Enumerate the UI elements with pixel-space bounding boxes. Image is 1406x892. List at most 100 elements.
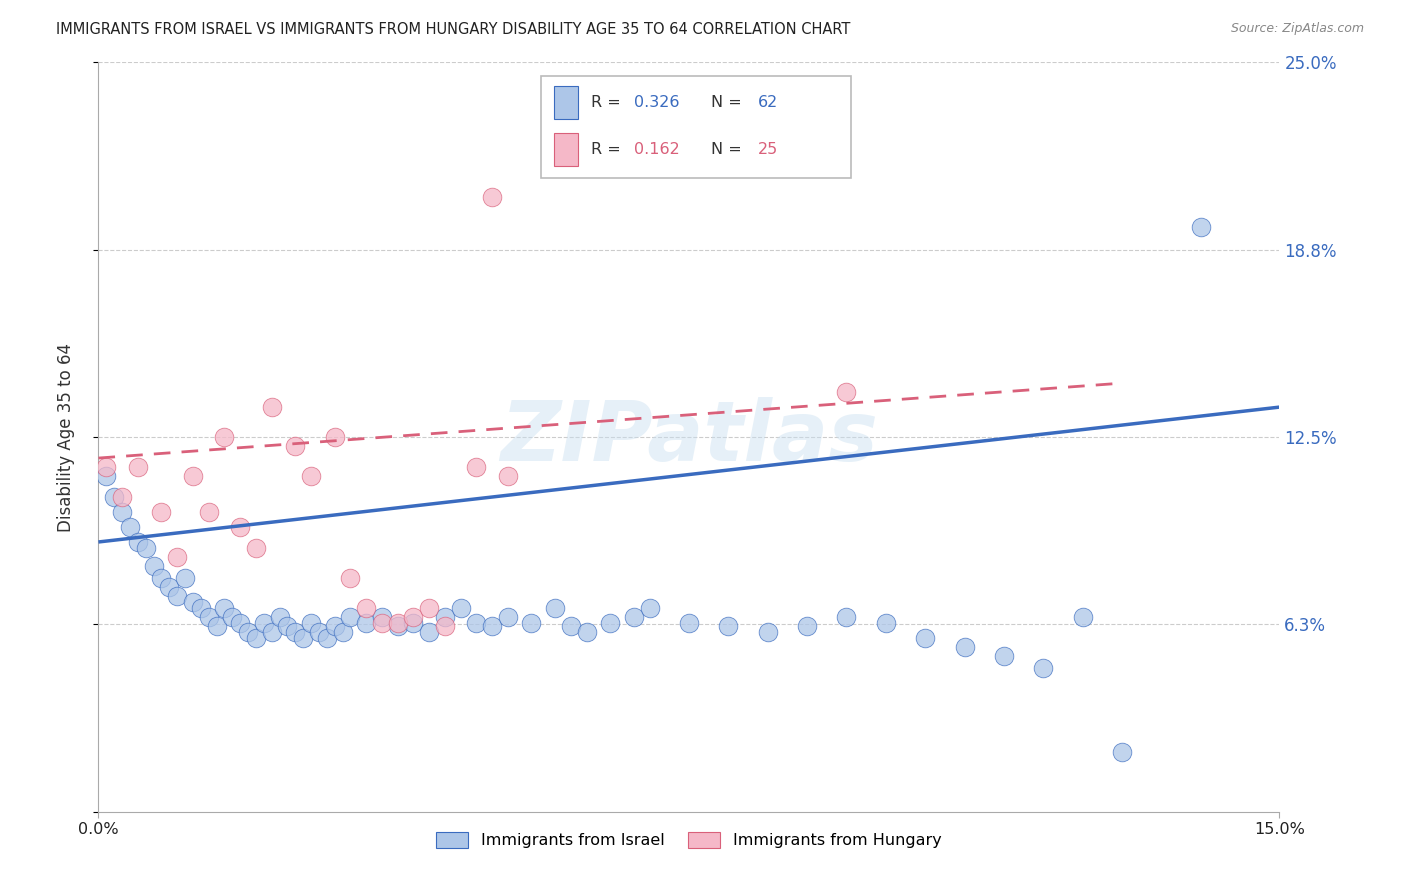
Text: Source: ZipAtlas.com: Source: ZipAtlas.com [1230, 22, 1364, 36]
Text: ZIPatlas: ZIPatlas [501, 397, 877, 477]
Point [354, 601, 377, 615]
Point [245, 541, 267, 555]
Point [875, 615, 897, 630]
Point [308, 624, 330, 639]
Point [323, 619, 346, 633]
Point [292, 631, 315, 645]
Point [157, 580, 180, 594]
Point [118, 520, 141, 534]
Point [166, 549, 188, 564]
Point [481, 190, 503, 204]
Point [127, 460, 149, 475]
Point [1071, 610, 1094, 624]
Point [229, 615, 252, 630]
Point [96, 460, 118, 475]
Point [150, 505, 173, 519]
Point [269, 610, 291, 624]
Point [387, 615, 409, 630]
Point [575, 624, 598, 639]
Point [96, 469, 118, 483]
Point [103, 490, 125, 504]
Point [299, 615, 322, 630]
Point [1032, 661, 1054, 675]
Text: 62: 62 [758, 95, 778, 110]
Point [174, 571, 197, 585]
Point [245, 631, 267, 645]
Point [481, 619, 503, 633]
Legend: Immigrants from Israel, Immigrants from Hungary: Immigrants from Israel, Immigrants from … [427, 823, 950, 856]
Point [496, 469, 519, 483]
Point [402, 610, 425, 624]
Point [387, 619, 409, 633]
Point [1111, 745, 1133, 759]
Text: 0.326: 0.326 [634, 95, 679, 110]
Point [214, 601, 236, 615]
Point [914, 631, 936, 645]
Point [197, 505, 219, 519]
Point [354, 615, 377, 630]
Point [150, 571, 173, 585]
Point [111, 490, 134, 504]
Point [465, 615, 488, 630]
Point [284, 624, 307, 639]
Point [371, 610, 394, 624]
Point [465, 460, 488, 475]
Point [276, 619, 298, 633]
Point [315, 631, 337, 645]
Point [260, 624, 283, 639]
Point [214, 430, 236, 444]
Point [433, 610, 456, 624]
Point [332, 624, 354, 639]
Point [953, 640, 976, 654]
Point [835, 610, 858, 624]
Point [371, 615, 394, 630]
Point [181, 595, 204, 609]
Point [166, 589, 188, 603]
Point [111, 505, 134, 519]
Point [496, 610, 519, 624]
Point [135, 541, 157, 555]
Text: N =: N = [711, 95, 748, 110]
Point [678, 615, 700, 630]
Point [520, 615, 543, 630]
Point [433, 619, 456, 633]
Point [284, 439, 307, 453]
Text: IMMIGRANTS FROM ISRAEL VS IMMIGRANTS FROM HUNGARY DISABILITY AGE 35 TO 64 CORREL: IMMIGRANTS FROM ISRAEL VS IMMIGRANTS FRO… [56, 22, 851, 37]
Point [181, 469, 204, 483]
Point [717, 619, 740, 633]
Point [127, 535, 149, 549]
Point [253, 615, 276, 630]
Point [1189, 220, 1212, 235]
Bar [554, 87, 578, 119]
Point [402, 615, 425, 630]
Point [599, 615, 621, 630]
Point [418, 601, 440, 615]
Point [190, 601, 212, 615]
Text: R =: R = [591, 142, 626, 157]
Point [142, 558, 165, 573]
Point [623, 610, 645, 624]
Point [205, 619, 228, 633]
Point [197, 610, 219, 624]
Point [339, 610, 361, 624]
Point [835, 385, 858, 400]
Y-axis label: Disability Age 35 to 64: Disability Age 35 to 64 [56, 343, 75, 532]
FancyBboxPatch shape [541, 76, 851, 178]
Point [756, 624, 779, 639]
Point [236, 624, 259, 639]
Bar [554, 133, 578, 166]
Point [560, 619, 582, 633]
Point [260, 400, 283, 414]
Point [299, 469, 322, 483]
Text: 0.162: 0.162 [634, 142, 681, 157]
Point [418, 624, 440, 639]
Point [229, 520, 252, 534]
Point [993, 648, 1015, 663]
Point [221, 610, 243, 624]
Point [796, 619, 818, 633]
Text: R =: R = [591, 95, 626, 110]
Text: N =: N = [711, 142, 748, 157]
Point [339, 571, 361, 585]
Text: 25: 25 [758, 142, 778, 157]
Point [450, 601, 472, 615]
